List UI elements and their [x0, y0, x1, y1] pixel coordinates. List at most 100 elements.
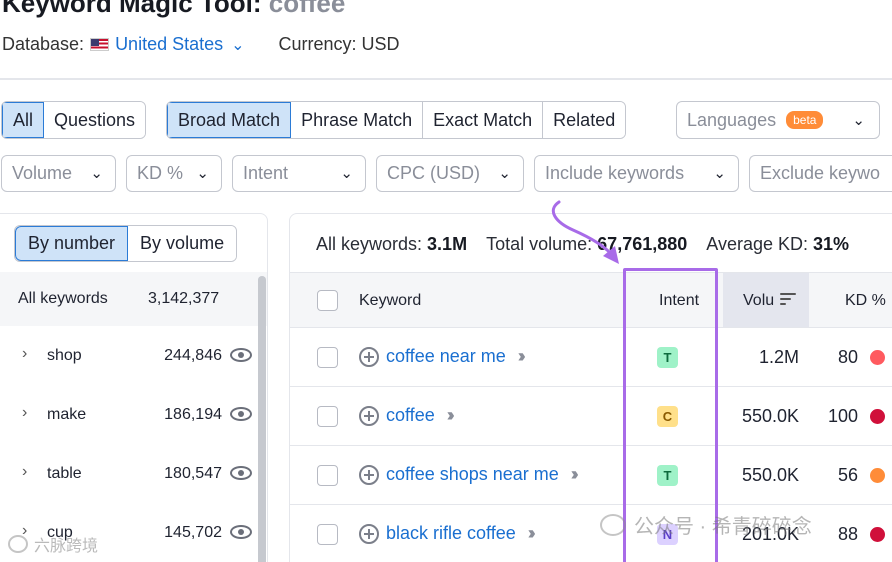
all-keywords-count: 3,142,377 — [148, 290, 220, 307]
add-to-list-icon[interactable] — [359, 524, 379, 544]
row-checkbox[interactable] — [317, 465, 338, 486]
exact-match-button[interactable]: Exact Match — [423, 102, 544, 138]
chevron-right-icon[interactable]: › — [22, 345, 28, 362]
broad-match-button[interactable]: Broad Match — [167, 102, 292, 138]
intent-filter-label: Intent — [243, 163, 289, 183]
header-divider — [0, 78, 892, 80]
group-name: table — [47, 465, 82, 482]
eye-icon[interactable] — [230, 348, 252, 362]
questions-button[interactable]: Questions — [44, 102, 146, 138]
volume-value: 1.2M — [758, 347, 799, 367]
kd-value: 80 — [837, 347, 858, 367]
volume-column-header[interactable]: Volu — [743, 292, 775, 309]
group-row[interactable]: › cup 145,702 — [0, 505, 258, 562]
double-chevron-icon[interactable]: ›› — [446, 405, 455, 425]
page-title-prefix: Keyword Magic Tool: — [2, 0, 262, 18]
page-title: Keyword Magic Tool: coffee — [2, 0, 345, 19]
intent-badge: T — [657, 465, 678, 486]
chevron-right-icon[interactable]: › — [22, 463, 28, 480]
sidebar-scrollbar[interactable] — [258, 276, 266, 562]
group-count: 244,846 — [164, 347, 222, 364]
keyword-groups-panel: By number By volume All keywords 3,142,3… — [0, 213, 268, 562]
include-keywords-filter[interactable]: Include keywords ⌄ — [534, 155, 739, 192]
keyword-link[interactable]: black rifle coffee ›› — [386, 523, 536, 543]
volume-filter[interactable]: Volume ⌄ — [1, 155, 116, 192]
volume-value: 201.0K — [741, 524, 799, 544]
group-name: cup — [47, 524, 73, 541]
eye-icon[interactable] — [230, 466, 252, 480]
average-kd-label: Average KD: — [706, 234, 809, 254]
group-name: make — [47, 406, 87, 423]
phrase-match-button[interactable]: Phrase Match — [291, 102, 424, 138]
kd-value: 100 — [827, 406, 858, 426]
scrollbar-thumb[interactable] — [258, 276, 266, 562]
intent-column-header[interactable]: Intent — [659, 292, 700, 309]
keyword-link[interactable]: coffee ›› — [386, 405, 455, 425]
chevron-down-icon: ⌄ — [713, 165, 726, 182]
select-all-checkbox[interactable] — [317, 290, 338, 311]
kd-column-header[interactable]: KD % — [845, 292, 886, 309]
match-type-group: Broad Match Phrase Match Exact Match Rel… — [166, 101, 627, 139]
exclude-keywords-filter[interactable]: Exclude keywo — [749, 155, 892, 192]
intent-filter[interactable]: Intent ⌄ — [232, 155, 366, 192]
all-button[interactable]: All — [2, 102, 45, 138]
chevron-right-icon[interactable]: › — [22, 404, 28, 421]
kd-filter[interactable]: KD % ⌄ — [126, 155, 222, 192]
kd-indicator — [870, 409, 885, 424]
database-label: Database: — [2, 34, 85, 54]
group-row[interactable]: › table 180,547 — [0, 446, 258, 504]
row-checkbox[interactable] — [317, 406, 338, 427]
table-row: coffee near me ›› T 1.2M 80 — [290, 328, 892, 387]
double-chevron-icon[interactable]: ›› — [570, 464, 579, 484]
currency-label: Currency: USD — [278, 34, 400, 54]
group-row[interactable]: › shop 244,846 — [0, 328, 258, 386]
intent-badge: C — [657, 406, 678, 427]
chevron-down-icon: ⌄ — [498, 165, 511, 182]
keyword-link[interactable]: coffee near me ›› — [386, 346, 526, 366]
kd-value: 88 — [837, 524, 858, 544]
chevron-down-icon: ⌄ — [196, 165, 209, 182]
watermark-right-text: 公众号 · 希青碎碎念 — [634, 516, 812, 538]
average-kd-value: 31% — [813, 234, 850, 254]
question-filter-group: All Questions — [1, 101, 147, 139]
by-volume-tab[interactable]: By volume — [128, 226, 237, 261]
beta-badge: beta — [786, 111, 824, 129]
sort-descending-icon[interactable] — [780, 293, 796, 307]
chevron-down-icon[interactable]: ⌄ — [231, 36, 245, 54]
us-flag-icon — [90, 38, 110, 51]
volume-value: 550.0K — [741, 406, 799, 426]
cpc-filter[interactable]: CPC (USD) ⌄ — [376, 155, 524, 192]
all-keywords-label: All keywords — [18, 290, 108, 307]
keyword-column-header[interactable]: Keyword — [359, 292, 422, 309]
keyword-link[interactable]: coffee shops near me ›› — [386, 464, 579, 484]
group-count: 180,547 — [164, 465, 222, 482]
database-selector[interactable]: United States — [115, 34, 224, 54]
group-row[interactable]: › make 186,194 — [0, 387, 258, 445]
add-to-list-icon[interactable] — [359, 465, 379, 485]
related-button[interactable]: Related — [543, 102, 626, 138]
intent-badge: N — [657, 524, 678, 545]
intent-badge: T — [657, 347, 678, 368]
chevron-down-icon: ⌄ — [852, 112, 865, 129]
kd-value: 56 — [837, 465, 858, 485]
include-keywords-label: Include keywords — [545, 163, 685, 183]
exclude-keywords-label: Exclude keywo — [760, 163, 881, 183]
languages-dropdown[interactable]: Languages beta ⌄ — [676, 101, 880, 139]
keyword-table-panel: All keywords: 3.1M Total volume: 67,761,… — [289, 213, 892, 562]
row-checkbox[interactable] — [317, 347, 338, 368]
double-chevron-icon[interactable]: ›› — [517, 346, 526, 366]
double-chevron-icon[interactable]: ›› — [527, 523, 536, 543]
watermark-left-text: 六脉跨境 — [34, 538, 99, 555]
kd-indicator — [870, 527, 885, 542]
row-checkbox[interactable] — [317, 524, 338, 545]
all-keywords-row[interactable]: All keywords 3,142,377 — [0, 272, 267, 326]
by-number-tab[interactable]: By number — [15, 226, 129, 261]
page-title-keyword: coffee — [268, 0, 346, 18]
table-row: coffee shops near me ›› T 550.0K 56 — [290, 446, 892, 505]
eye-icon[interactable] — [230, 525, 252, 539]
add-to-list-icon[interactable] — [359, 347, 379, 367]
chevron-right-icon[interactable]: › — [22, 522, 28, 539]
add-to-list-icon[interactable] — [359, 406, 379, 426]
eye-icon[interactable] — [230, 407, 252, 421]
volume-value: 550.0K — [741, 465, 799, 485]
